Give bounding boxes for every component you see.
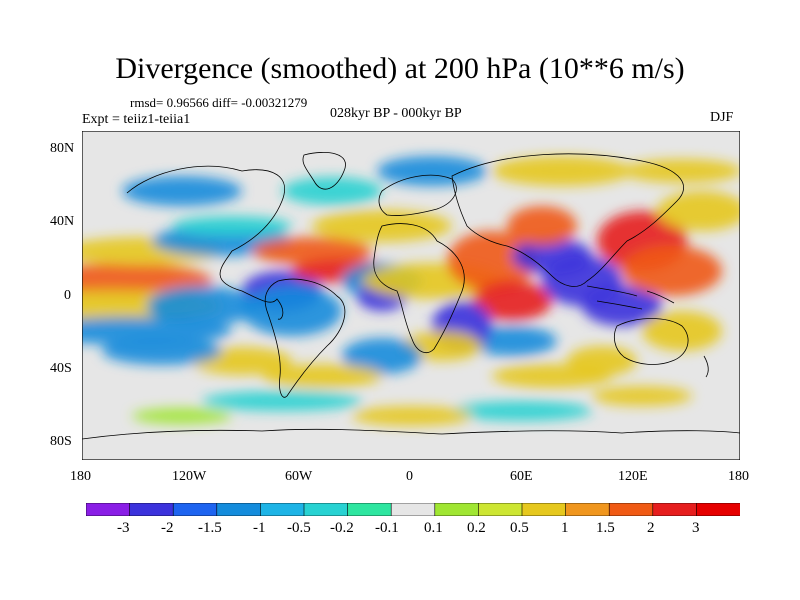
stats-text: rmsd= 0.96566 diff= -0.00321279 [130, 95, 308, 110]
field-blob [592, 386, 692, 406]
coast-europe [378, 174, 457, 216]
y-tick-label: 80S [50, 434, 72, 449]
field-blob [262, 364, 382, 388]
colorbar-label: 3 [692, 520, 700, 536]
field-blob [622, 159, 740, 183]
field-blob [507, 206, 577, 246]
coast-asia [451, 153, 685, 287]
field-blob [642, 311, 722, 351]
field-blob [242, 286, 342, 336]
colorbar-segment [260, 503, 305, 516]
colorbar-segment [172, 503, 218, 516]
colorbar-label: 1 [561, 520, 569, 536]
colorbar-label: -0.1 [375, 520, 399, 536]
colorbar-label: -0.2 [330, 520, 354, 536]
field-blob [377, 156, 487, 186]
field-blob [342, 338, 422, 374]
field-blob [657, 191, 740, 231]
field-blob [132, 408, 232, 424]
field-blob [172, 216, 292, 236]
colorbar-label: -3 [117, 520, 130, 536]
colorbar-segment [390, 503, 436, 516]
colorbar-segment [565, 503, 611, 516]
field-blob [452, 401, 592, 421]
colorbar-label: 0.1 [424, 520, 443, 536]
colorbar-segment [129, 503, 174, 516]
colorbar-segment [478, 503, 523, 516]
colorbar-segment [86, 503, 131, 516]
colorbar-segment [652, 503, 698, 516]
field-blob [447, 231, 537, 291]
colorbar-label: -0.5 [287, 520, 311, 536]
colorbar-segment [347, 503, 393, 516]
coast-north-america [126, 165, 285, 320]
period-label: 028kyr BP - 000kyr BP [330, 106, 462, 121]
field-blob [402, 331, 482, 361]
y-tick-label: 0 [64, 288, 71, 303]
field-blob [492, 364, 612, 388]
colorbar-segment [303, 503, 349, 516]
field-blob [352, 406, 472, 426]
colorbar-segment [216, 503, 262, 516]
colorbar [86, 503, 740, 516]
colorbar-label: -2 [161, 520, 174, 536]
field-blob [102, 337, 222, 365]
map-panel [82, 131, 740, 460]
field-blob [282, 177, 382, 205]
colorbar-segment [434, 503, 480, 516]
field-blob [202, 391, 362, 411]
y-tick-label: 40N [50, 214, 75, 229]
x-tick-label: 0 [406, 469, 413, 484]
coast-greenland [302, 152, 346, 190]
plot-title: Divergence (smoothed) at 200 hPa (10**6 … [115, 52, 685, 85]
colorbar-label: 0.5 [510, 520, 529, 536]
field-blob [122, 176, 242, 206]
colorbar-segment [521, 503, 567, 516]
x-tick-label: 120W [172, 469, 207, 484]
colorbar-label: 0.2 [467, 520, 486, 536]
x-tick-label: 180 [70, 469, 91, 484]
y-tick-label: 40S [50, 361, 72, 376]
x-tick-label: 180 [728, 469, 749, 484]
field-blob [147, 286, 257, 326]
coast-africa [373, 223, 465, 354]
field-blob [252, 237, 372, 265]
coast-indonesia [586, 285, 675, 310]
field-blob [472, 281, 552, 321]
colorbar-segment [608, 503, 654, 516]
y-tick-label: 80N [50, 141, 75, 156]
x-tick-label: 120E [618, 469, 648, 484]
coast-south-america [264, 278, 346, 398]
colorbar-label: -1 [253, 520, 266, 536]
x-tick-label: 60E [510, 469, 533, 484]
field-blob [622, 246, 722, 296]
colorbar-segment [696, 503, 740, 516]
colorbar-label: 2 [647, 520, 655, 536]
season-label: DJF [710, 110, 734, 125]
field-blob [582, 286, 662, 326]
field-blob [492, 156, 632, 186]
colorbar-label: -1.5 [198, 520, 222, 536]
divergence-field [82, 156, 740, 426]
colorbar-label: 1.5 [596, 520, 615, 536]
coast-new-zealand [703, 355, 709, 378]
coast-antarctica [82, 428, 740, 440]
x-tick-label: 60W [285, 469, 313, 484]
coast-australia [613, 318, 689, 365]
experiment-label: Expt = teiiz1-teiia1 [82, 112, 191, 127]
coastlines [82, 152, 740, 440]
